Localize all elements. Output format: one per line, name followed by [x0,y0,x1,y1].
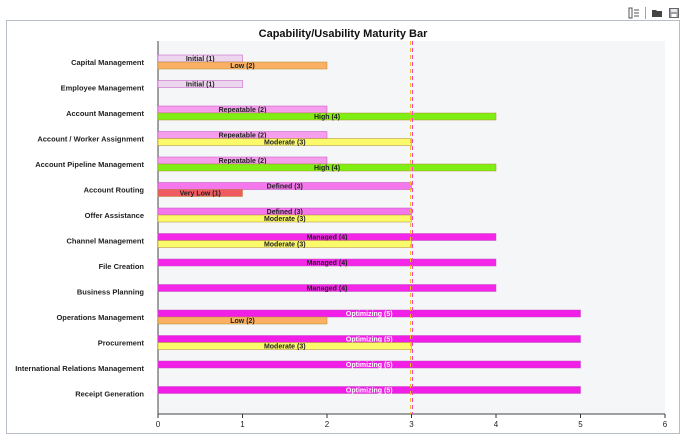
usability-bar-label: Moderate (3) [264,216,306,223]
usability-bar [157,316,328,325]
usability-bar-label: Moderate (3) [264,140,306,147]
category-label: Employee Management [61,84,145,93]
x-tick-label: 5 [578,420,583,429]
usability-bar [157,138,412,146]
category-label: Receipt Generation [75,390,144,399]
capability-bar [157,360,581,369]
usability-bar-label: Moderate (3) [264,344,306,351]
capability-bar-label: Initial (1) [186,82,215,89]
capability-bar-label: Defined (3) [267,209,303,216]
usability-bar-label: Moderate (3) [264,242,306,249]
usability-bar-label: High (4) [314,114,340,121]
category-label: Procurement [98,339,145,348]
capability-bar-label: Repeatable (2) [219,158,267,165]
usability-bar [157,112,497,121]
category-label: File Creation [99,262,145,271]
usability-bar [157,189,243,197]
capability-bar [157,309,581,318]
folder-icon[interactable] [651,7,663,19]
capability-bar-label: Managed (4) [307,286,348,293]
chart-panel: Capability/Usability Maturity Bar 0 1 2 3 4 5… [6,20,680,434]
capability-bar-label: Repeatable (2) [219,133,267,140]
capability-bar [157,182,412,190]
capability-bar-label: Optimizing (5) [346,311,393,318]
usability-bar-label: Low (2) [230,318,255,325]
x-tick-label: 6 [663,420,668,429]
category-label: Account Routing [84,186,145,195]
x-tick-label: 1 [240,420,245,429]
category-label: Capital Management [71,58,144,67]
capability-bar-label: Repeatable (2) [219,107,267,114]
chart-toolbar [628,6,680,20]
capability-bar-label: Managed (4) [307,235,348,242]
usability-bar [157,240,412,248]
reorder-icon[interactable] [628,7,640,19]
category-label: International Relations Management [15,364,144,373]
usability-bar [157,61,328,70]
capability-bar-label: Optimizing (5) [346,388,393,395]
x-tick-label: 0 [156,420,161,429]
capability-bar [157,386,581,394]
category-label: Business Planning [77,288,145,297]
x-tick-label: 4 [494,420,499,429]
capability-bar-label: Optimizing (5) [346,362,393,369]
x-tick-label: 3 [409,420,414,429]
usability-bar-label: Very Low (1) [180,191,221,198]
category-label: Account / Worker Assignment [37,135,144,144]
usability-bar [157,214,412,223]
capability-bar-label: Managed (4) [307,260,348,267]
maturity-bar-chart: 0 1 2 3 4 5 6 Capital Management Initial (1) Low … [15,41,668,429]
usability-bar-label: Low (2) [230,63,255,70]
capability-bar [157,80,243,88]
capability-bar-label: Initial (1) [186,56,215,63]
category-label: Account Pipeline Management [35,160,144,169]
toolbar-separator [645,7,646,19]
save-icon[interactable] [668,7,680,19]
category-label: Offer Assistance [85,211,144,220]
usability-bar [157,342,412,350]
x-tick-label: 2 [325,420,330,429]
plot-area [158,41,665,414]
category-label: Account Management [66,109,144,118]
category-label: Channel Management [66,237,144,246]
usability-bar-label: High (4) [314,165,340,172]
capability-bar [157,284,497,292]
category-label: Operations Management [56,313,144,322]
capability-bar [157,258,497,267]
chart-title: Capability/Usability Maturity Bar [258,28,428,40]
capability-bar-label: Defined (3) [267,184,303,191]
capability-bar-label: Optimizing (5) [346,337,393,344]
usability-bar [157,163,497,172]
